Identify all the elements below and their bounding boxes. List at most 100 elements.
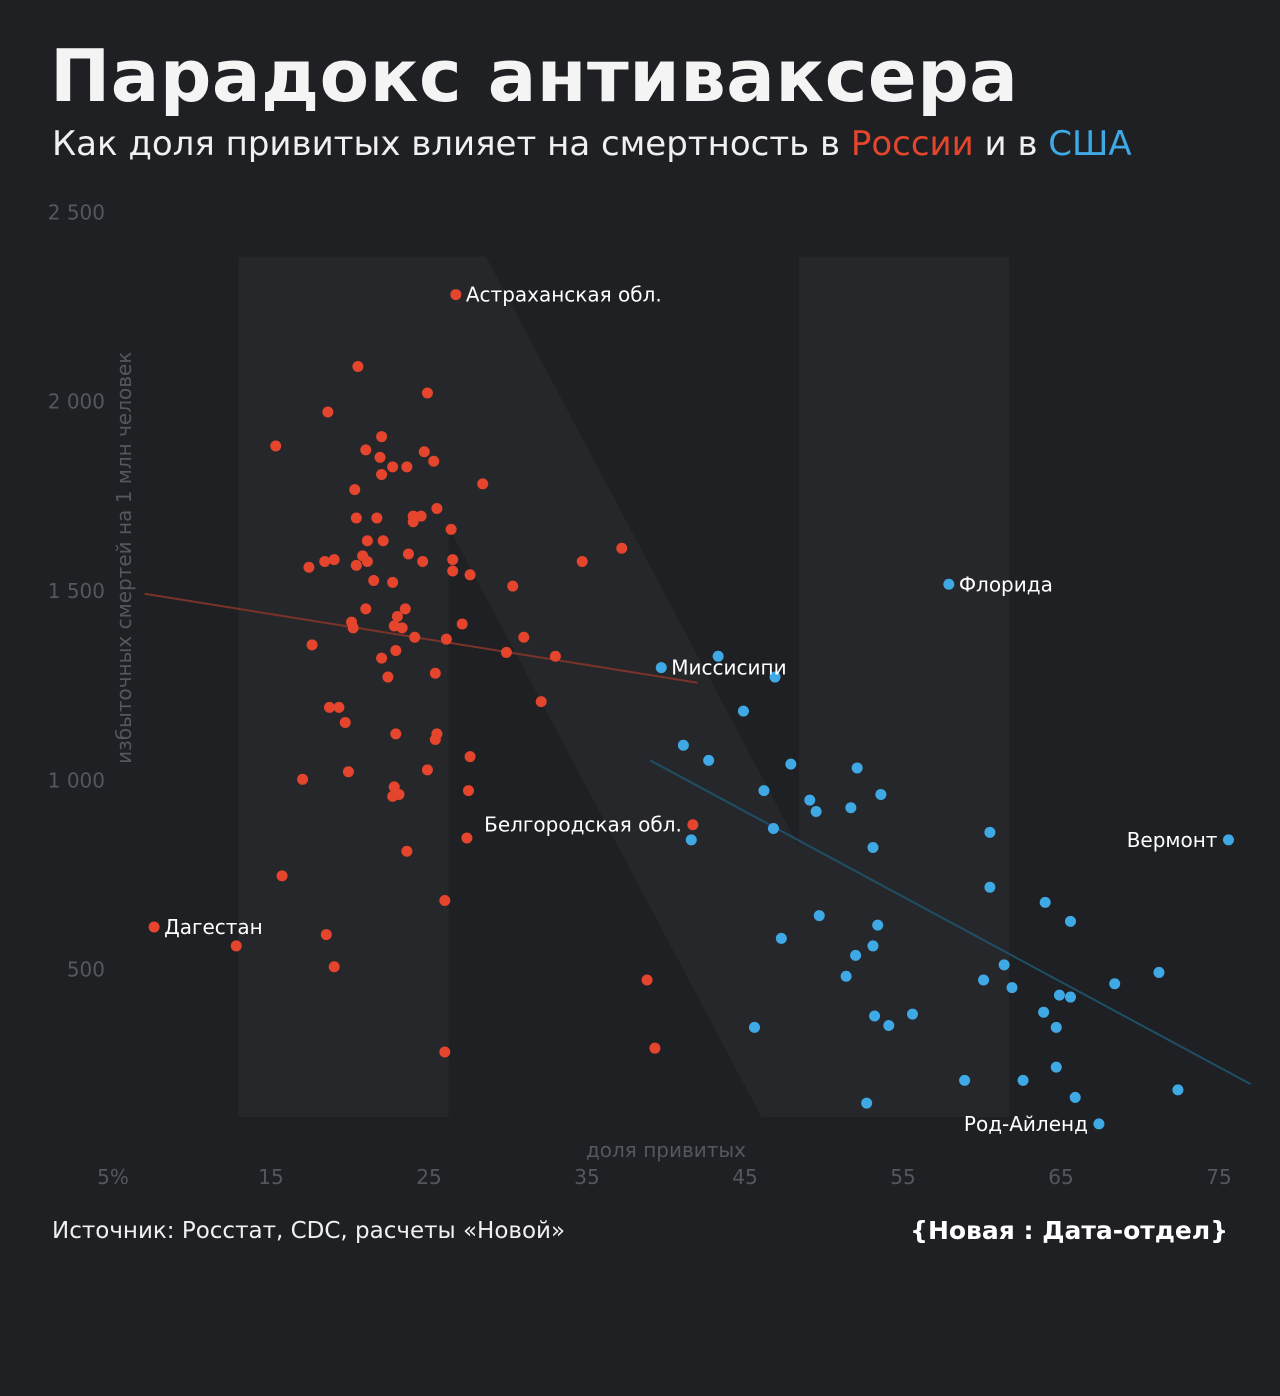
usa-point [677, 739, 689, 751]
russia-point [347, 622, 359, 634]
russia-point [360, 444, 372, 456]
russia-point [339, 716, 351, 728]
chart-title: Парадокс антиваксера [50, 34, 1019, 118]
y-tick-label: 1 500 [48, 579, 105, 603]
usa-point [1039, 896, 1051, 908]
russia-point [415, 510, 427, 522]
russia-point [319, 556, 331, 568]
russia-point [361, 556, 373, 568]
point-label: Белгородская обл. [484, 813, 682, 837]
usa-point [1069, 1091, 1081, 1103]
russia-point [417, 556, 429, 568]
usa-point [1064, 991, 1076, 1003]
russia-point [450, 289, 462, 301]
scatter-chart: 500 1 000 1 500 2 000 2 500 5% 15 25 35 45 55 65 75 д… [48, 200, 1252, 1189]
russia-point [396, 622, 408, 634]
russia-point [387, 790, 399, 802]
russia-point [447, 565, 459, 577]
point-label: Флорида [959, 572, 1053, 596]
russia-point [477, 478, 489, 490]
russia-point [407, 516, 419, 528]
point-label: Вермонт [1127, 828, 1218, 852]
subtitle-russia: России [850, 124, 974, 164]
russia-point [428, 455, 440, 467]
russia-point [500, 646, 512, 658]
russia-point [463, 785, 474, 797]
russia-point [641, 974, 653, 986]
russia-point [148, 921, 160, 933]
x-tick-label: 65 [1048, 1165, 1073, 1189]
usa-point [867, 841, 879, 853]
russia-point [361, 535, 373, 547]
usa-point [1006, 982, 1018, 994]
usa-point [810, 805, 822, 817]
point-label: Дагестан [164, 915, 263, 939]
point-label: Астраханская обл. [466, 283, 662, 307]
russia-point [461, 832, 473, 844]
usa-point [655, 662, 667, 674]
russia-point [421, 764, 433, 776]
usa-point [906, 1008, 918, 1020]
usa-point [869, 1010, 881, 1022]
usa-point [1109, 978, 1121, 990]
russia-point [377, 535, 389, 547]
russia-point [349, 484, 361, 496]
usa-point [861, 1097, 873, 1109]
russia-point [391, 610, 403, 622]
usa-point [872, 919, 884, 931]
russia-point [333, 701, 345, 713]
usa-point [813, 910, 825, 922]
russia-point [440, 633, 452, 645]
x-tick-label: 15 [258, 1165, 283, 1189]
russia-point [445, 523, 457, 535]
usa-point [737, 705, 749, 717]
russia-point [402, 548, 414, 560]
usa-point [748, 1021, 760, 1033]
russia-point [409, 631, 421, 643]
russia-point [350, 512, 362, 524]
usa-point [998, 959, 1010, 971]
y-tick-label: 1 000 [48, 768, 105, 792]
usa-point [1053, 989, 1065, 1001]
russia-point [270, 440, 282, 452]
russia-point [276, 870, 288, 882]
usa-point [840, 970, 852, 982]
russia-point [390, 645, 402, 657]
russia-point [429, 734, 441, 746]
usa-point [851, 762, 863, 774]
russia-point [518, 631, 530, 643]
usa-point [984, 881, 996, 893]
russia-point [464, 751, 476, 763]
y-tick-label: 500 [67, 958, 105, 982]
russia-point [306, 639, 318, 651]
chart-subtitle: Как доля привитых влияет на смертность в… [52, 124, 1132, 164]
russia-point [456, 618, 468, 630]
usa-point [1017, 1074, 1029, 1086]
russia-point [401, 845, 413, 857]
russia-point [328, 554, 340, 566]
russia-point [387, 461, 399, 473]
usa-point [1050, 1021, 1062, 1033]
usa-point [775, 932, 787, 944]
russia-point [376, 431, 388, 443]
usa-point [867, 940, 879, 952]
x-tick-label: 5% [97, 1165, 129, 1189]
russia-point [230, 940, 242, 952]
russia-point [297, 773, 309, 785]
russia-trend-line [144, 592, 698, 684]
x-tick-label: 45 [732, 1165, 757, 1189]
y-tick-label: 2 000 [48, 390, 105, 414]
usa-point [785, 758, 797, 770]
russia-point [687, 819, 699, 831]
usa-trend-line [649, 759, 1252, 1086]
russia-point [399, 603, 411, 615]
russia-point [439, 894, 451, 906]
x-tick-label: 75 [1206, 1165, 1231, 1189]
russia-point [418, 446, 430, 458]
usa-point [984, 826, 996, 838]
russia-point [387, 576, 399, 588]
x-axis-label: доля привитых [586, 1138, 746, 1162]
russia-point [431, 503, 443, 515]
russia-point [323, 701, 335, 713]
russia-point [320, 929, 332, 941]
